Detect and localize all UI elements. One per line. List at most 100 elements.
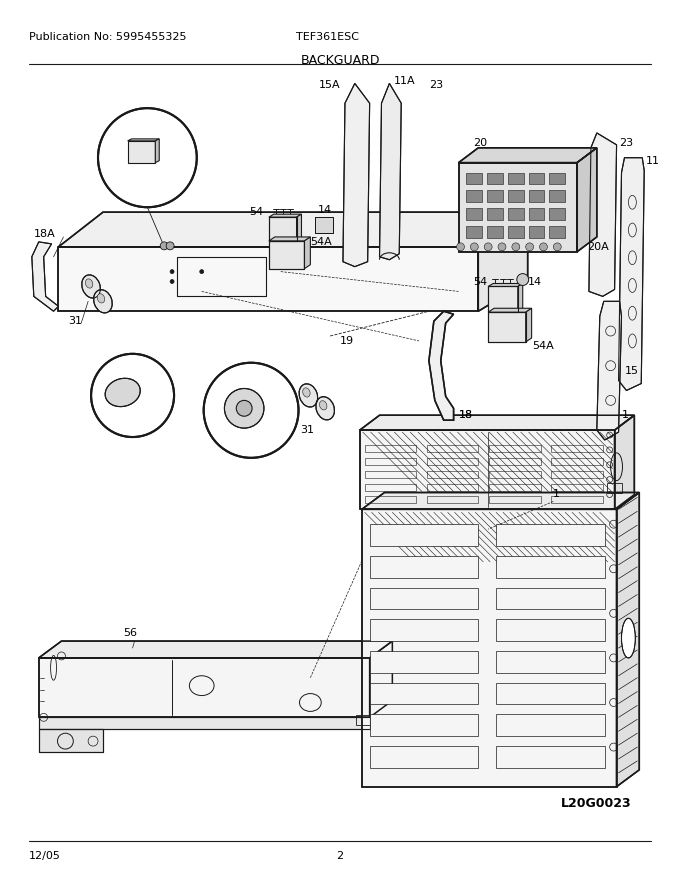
Text: 18: 18 — [458, 410, 473, 421]
Polygon shape — [577, 148, 597, 252]
Circle shape — [170, 269, 174, 274]
Ellipse shape — [622, 619, 635, 658]
Polygon shape — [517, 283, 523, 312]
Circle shape — [526, 243, 534, 251]
Polygon shape — [58, 247, 478, 312]
FancyBboxPatch shape — [508, 190, 524, 202]
Ellipse shape — [94, 290, 112, 313]
Circle shape — [166, 242, 174, 250]
Polygon shape — [32, 242, 58, 312]
Text: 19: 19 — [340, 336, 354, 346]
Circle shape — [484, 243, 492, 251]
FancyBboxPatch shape — [549, 172, 565, 185]
Text: 20A: 20A — [587, 242, 609, 252]
Text: L20G0023: L20G0023 — [561, 796, 632, 810]
Text: 54A: 54A — [310, 237, 332, 247]
Polygon shape — [39, 641, 392, 658]
FancyBboxPatch shape — [370, 746, 478, 768]
Ellipse shape — [97, 294, 105, 303]
Text: BACKGUARD: BACKGUARD — [301, 54, 379, 67]
Polygon shape — [269, 214, 301, 217]
Polygon shape — [617, 493, 639, 787]
Polygon shape — [379, 84, 401, 260]
Circle shape — [471, 243, 478, 251]
Ellipse shape — [105, 378, 140, 407]
Polygon shape — [128, 139, 159, 141]
Circle shape — [498, 243, 506, 251]
Circle shape — [98, 108, 197, 207]
Text: 14: 14 — [528, 276, 542, 287]
FancyBboxPatch shape — [496, 556, 605, 577]
Text: 12/05: 12/05 — [29, 851, 61, 861]
Text: 15A: 15A — [318, 80, 340, 91]
FancyBboxPatch shape — [508, 209, 524, 220]
FancyBboxPatch shape — [487, 190, 503, 202]
FancyBboxPatch shape — [370, 715, 478, 737]
Polygon shape — [305, 237, 310, 268]
Ellipse shape — [299, 384, 318, 407]
Polygon shape — [478, 212, 528, 312]
Circle shape — [512, 243, 520, 251]
Ellipse shape — [316, 397, 335, 420]
Text: 1: 1 — [552, 489, 560, 500]
Polygon shape — [488, 308, 532, 312]
Text: 24: 24 — [177, 146, 191, 156]
FancyBboxPatch shape — [496, 524, 605, 546]
Polygon shape — [128, 141, 155, 163]
Ellipse shape — [303, 388, 310, 397]
Polygon shape — [488, 283, 523, 287]
FancyBboxPatch shape — [496, 715, 605, 737]
FancyBboxPatch shape — [496, 588, 605, 609]
FancyBboxPatch shape — [370, 524, 478, 546]
Text: 18A: 18A — [34, 229, 56, 239]
FancyBboxPatch shape — [370, 588, 478, 609]
Polygon shape — [39, 658, 370, 717]
FancyBboxPatch shape — [496, 651, 605, 673]
Polygon shape — [269, 237, 310, 241]
Text: 31: 31 — [301, 425, 314, 435]
FancyBboxPatch shape — [370, 620, 478, 641]
Circle shape — [204, 363, 299, 458]
Polygon shape — [39, 717, 370, 730]
Polygon shape — [58, 212, 528, 247]
FancyBboxPatch shape — [370, 683, 478, 705]
FancyBboxPatch shape — [549, 209, 565, 220]
Text: 56: 56 — [122, 628, 137, 638]
Polygon shape — [370, 641, 392, 717]
Polygon shape — [488, 312, 526, 342]
Text: 69: 69 — [160, 388, 174, 399]
Polygon shape — [429, 312, 454, 420]
Polygon shape — [615, 415, 634, 510]
Polygon shape — [360, 415, 634, 430]
FancyBboxPatch shape — [496, 620, 605, 641]
Text: 11: 11 — [646, 156, 660, 165]
FancyBboxPatch shape — [528, 226, 545, 238]
FancyBboxPatch shape — [508, 226, 524, 238]
Polygon shape — [589, 133, 617, 297]
Circle shape — [224, 388, 264, 428]
FancyBboxPatch shape — [496, 746, 605, 768]
FancyBboxPatch shape — [466, 190, 482, 202]
Circle shape — [236, 400, 252, 416]
Polygon shape — [155, 139, 159, 163]
Circle shape — [91, 354, 174, 437]
Polygon shape — [597, 301, 622, 440]
FancyBboxPatch shape — [466, 209, 482, 220]
FancyBboxPatch shape — [496, 683, 605, 705]
Ellipse shape — [82, 275, 101, 298]
Circle shape — [200, 269, 204, 274]
Polygon shape — [362, 510, 617, 787]
Text: 1: 1 — [622, 410, 628, 421]
FancyBboxPatch shape — [370, 556, 478, 577]
Polygon shape — [619, 158, 644, 391]
Ellipse shape — [320, 400, 327, 410]
FancyBboxPatch shape — [549, 226, 565, 238]
Text: 23: 23 — [429, 80, 443, 91]
Text: 54: 54 — [249, 207, 263, 217]
FancyBboxPatch shape — [549, 190, 565, 202]
Text: 46: 46 — [281, 403, 295, 414]
Polygon shape — [316, 217, 333, 233]
Circle shape — [517, 274, 528, 285]
Circle shape — [539, 243, 547, 251]
Text: TEF361ESC: TEF361ESC — [296, 32, 358, 42]
